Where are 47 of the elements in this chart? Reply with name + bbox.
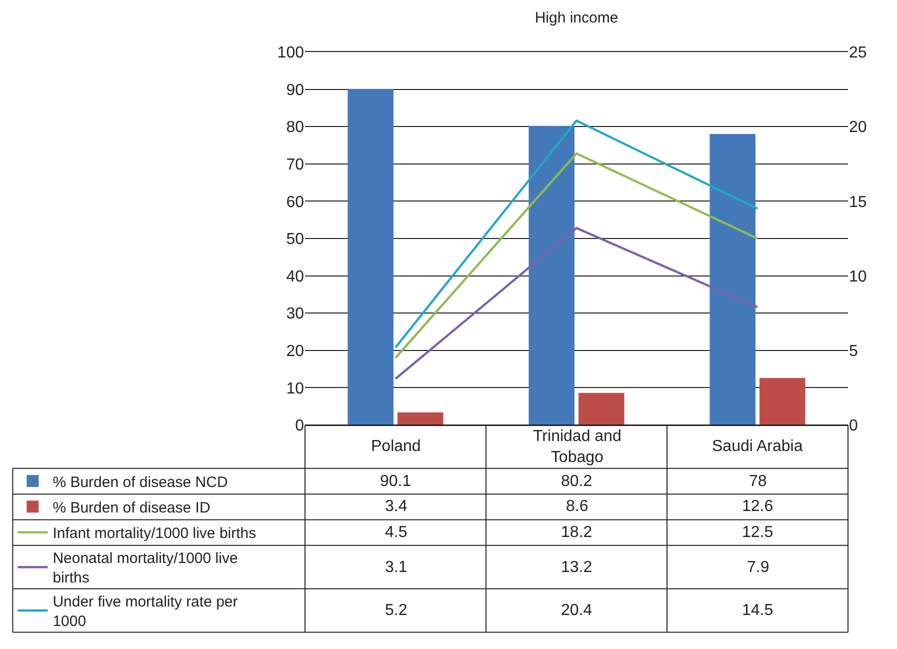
x-tick-label: Poland: [371, 438, 421, 455]
data-label: 7.9: [747, 559, 770, 576]
y2-tick-label: 10: [849, 268, 867, 286]
x-tick-label: Trinidad and Tobago: [533, 428, 622, 466]
y-tick-label: 80: [286, 119, 304, 136]
data-label: 80.2: [561, 473, 592, 490]
y2-tick-label: 15: [849, 194, 867, 211]
legend-label: % Burden of disease NCD: [52, 474, 228, 491]
y2-tick-label: 5: [849, 343, 858, 360]
data-label: 13.2: [561, 559, 592, 576]
y-tick-label: 10: [286, 380, 304, 398]
bar: [759, 378, 806, 425]
legend-label: Under five mortality rate per 1000: [52, 594, 238, 630]
data-label: 3.1: [385, 559, 408, 576]
bar: [710, 134, 756, 425]
y-tick-label: 40: [286, 268, 304, 286]
y-tick-label: 0: [295, 418, 304, 435]
data-label: 78: [749, 473, 767, 490]
x-tick-label: Saudi Arabia: [712, 438, 803, 455]
y2-tick-label: 0: [849, 418, 858, 435]
y2-tick-label: 25: [849, 44, 867, 62]
data-label: 20.4: [561, 602, 592, 619]
legend-label: Neonatal mortality/1000 live births: [52, 550, 238, 587]
data-label: 12.6: [742, 498, 774, 515]
data-label: 5.2: [385, 602, 408, 619]
y-tick-label: 70: [286, 156, 304, 174]
bar: [528, 126, 575, 425]
y-tick-label: 100: [277, 44, 304, 62]
data-label: 18.2: [561, 524, 592, 541]
data-label: 3.4: [385, 498, 408, 515]
bar: [578, 392, 624, 425]
y-tick-label: 30: [286, 306, 304, 323]
y-tick-label: 60: [286, 194, 304, 211]
bar: [397, 412, 444, 425]
y-tick-label: 20: [286, 343, 304, 360]
bar: [348, 88, 394, 425]
y-tick-label: 90: [286, 82, 304, 99]
y2-tick-label: 20: [849, 119, 867, 136]
legend-label: % Burden of disease ID: [52, 500, 210, 516]
y-tick-label: 50: [286, 231, 304, 248]
chart-title: High income: [534, 9, 618, 26]
data-label: 4.5: [385, 524, 408, 541]
data-label: 8.6: [566, 498, 588, 515]
data-label: 90.1: [380, 473, 412, 490]
legend-label: Infant mortality/1000 live births: [52, 525, 256, 542]
data-label: 14.5: [742, 602, 774, 619]
data-label: 12.5: [742, 524, 774, 541]
